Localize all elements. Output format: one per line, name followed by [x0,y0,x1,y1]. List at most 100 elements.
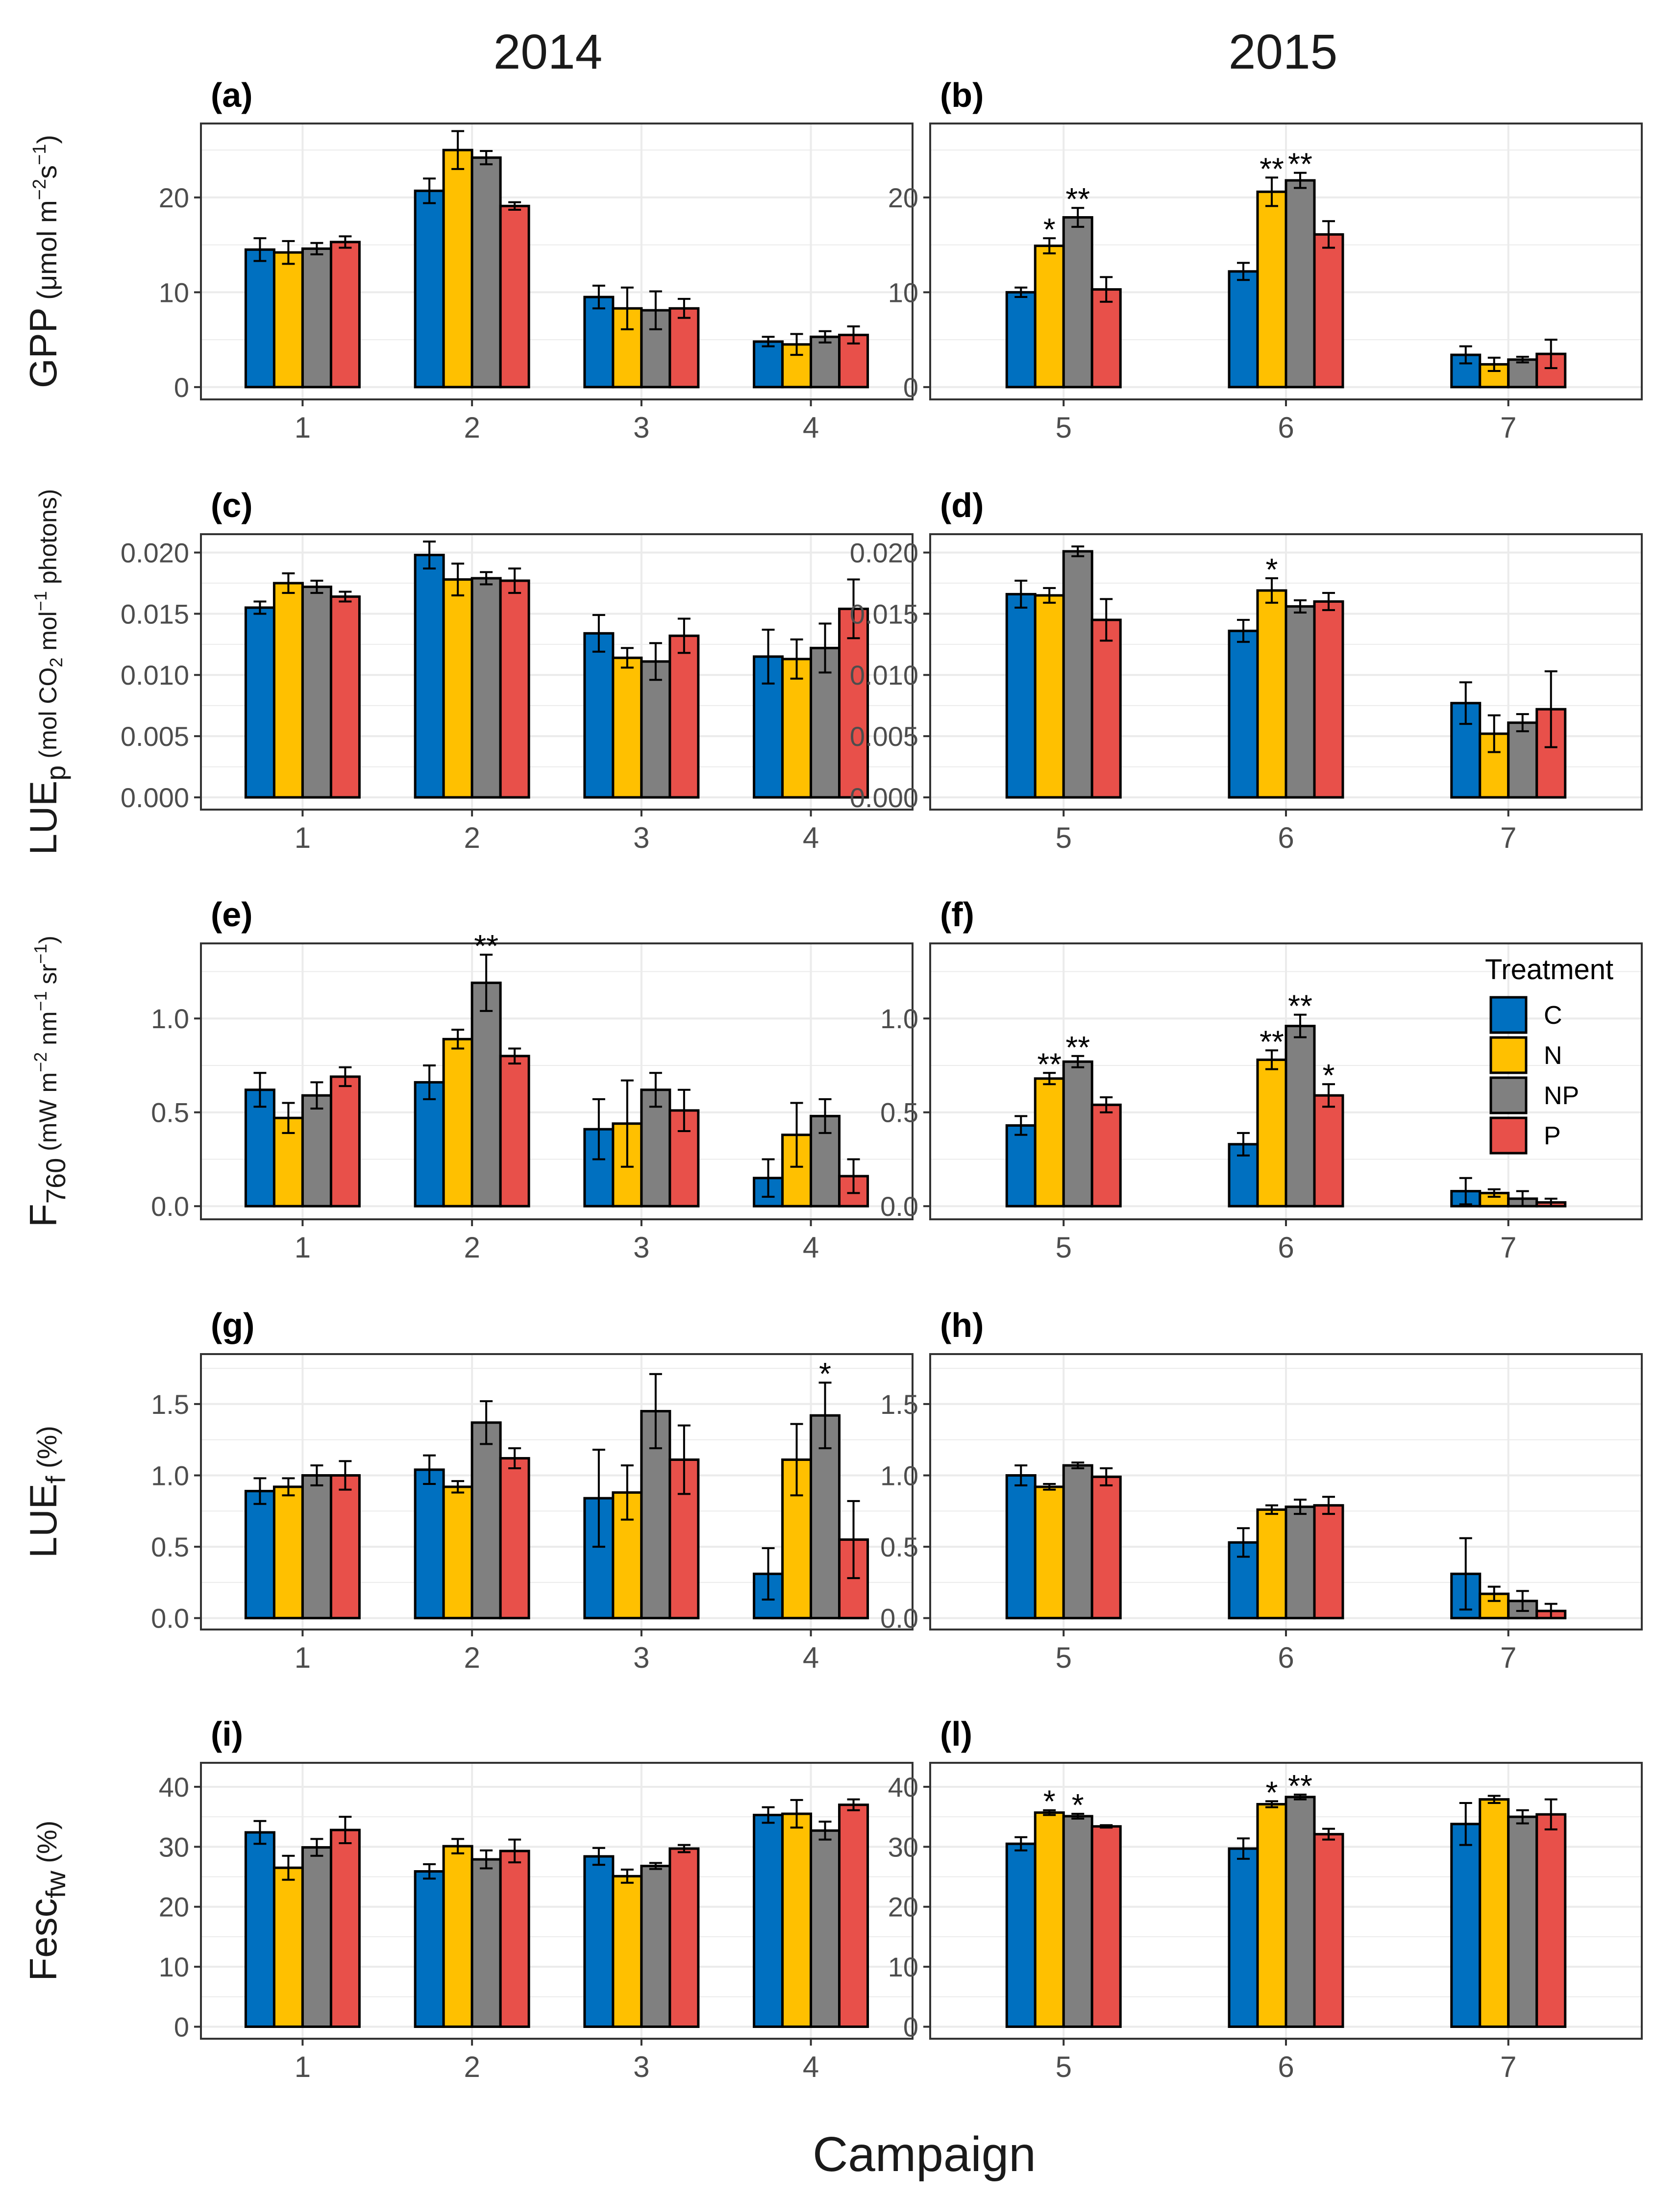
bar-a-campaign-1-NP [301,247,332,389]
panel-i-x-tick-label: 2 [464,2050,480,2083]
bar-b-campaign-5-P [1090,288,1122,389]
error-bar-l-campaign-6-C [1237,1837,1250,1860]
error-bar-g-campaign-2-NP [480,1400,493,1445]
panel-i-x-tick-label: 3 [633,2050,649,2083]
panel-h-x-tick-label: 5 [1056,1641,1072,1674]
error-bar-g-campaign-1-P [339,1460,352,1491]
bar-e-campaign-3-NP [640,1088,671,1208]
panel-b-y-tick-label: 0 [903,372,918,403]
error-bar-e-campaign-2-C [423,1064,436,1100]
significance-f-campaign-6-NP: ** [1288,988,1312,1024]
panel-d-x-tick-label: 5 [1056,821,1072,854]
bar-c-campaign-1-C [244,606,275,799]
error-bar-h-campaign-6-P [1322,1496,1335,1515]
error-bar-a-campaign-1-NP [310,242,323,255]
error-bar-b-campaign-7-C [1459,345,1472,365]
error-bar-i-campaign-4-N [790,1799,803,1829]
panel-a-y-tick-label: 10 [159,277,189,308]
panel-label-l: (l) [940,1715,972,1753]
bar-i-campaign-4-N [781,1812,813,2028]
error-bar-c-campaign-4-P [847,578,860,640]
error-bar-c-campaign-1-C [253,600,267,615]
error-bar-l-campaign-5-P [1100,1824,1113,1829]
error-bar-g-campaign-1-N [282,1477,295,1497]
panel-c-y-tick-label: 0.000 [121,782,189,813]
significance-b-campaign-6-NP: ** [1288,147,1312,182]
panel-i-y-tick-label: 30 [159,1831,189,1862]
bar-l-campaign-5-C [1005,1842,1037,2028]
error-bar-b-campaign-5-P [1100,276,1113,303]
error-bar-l-campaign-7-P [1544,1798,1557,1830]
y-axis-title-f760: F760 (mW m−2 nm−1 sr−1) [22,936,71,1227]
legend-swatch-N [1489,1036,1528,1074]
error-bar-b-campaign-5-NP [1071,207,1085,228]
panel-d-y-tick-label: 0.000 [850,782,918,813]
error-bar-e-campaign-4-NP [818,1098,832,1134]
panel-a-x-tick-label: 3 [633,411,649,444]
error-bar-f-campaign-7-N [1487,1188,1501,1198]
bar-c-campaign-4-N [781,658,813,799]
bar-h-campaign-6-NP [1285,1506,1316,1620]
panel-d-y-tick-label: 0.020 [850,537,918,568]
error-bar-h-campaign-5-N [1043,1482,1056,1491]
bar-l-campaign-7-NP [1507,1815,1538,2028]
bar-l-campaign-6-P [1313,1833,1344,2028]
error-bar-g-campaign-3-P [677,1424,691,1495]
error-bar-c-campaign-3-NP [649,642,662,681]
error-bar-e-campaign-3-NP [649,1072,662,1108]
panel-b-y-tick-label: 20 [888,182,918,213]
panel-i-y-tick-label: 0 [174,2012,189,2043]
panel-f-x-tick-label: 6 [1278,1231,1294,1264]
bar-e-campaign-2-C [414,1081,445,1208]
bar-f-campaign-6-NP [1285,1025,1316,1208]
error-bar-a-campaign-3-N [620,286,634,330]
error-bar-c-campaign-2-NP [480,571,493,586]
panel-e-x-tick-label: 1 [295,1231,311,1264]
bar-g-campaign-2-N [442,1485,473,1620]
significance-f-campaign-6-P: * [1323,1058,1335,1093]
bar-h-campaign-5-N [1034,1485,1065,1620]
bar-d-campaign-6-C [1228,629,1259,799]
panel-g-y-tick-label: 0.0 [151,1603,189,1634]
error-bar-h-campaign-5-C [1014,1464,1028,1486]
bar-g-campaign-1-P [329,1474,361,1620]
bar-i-campaign-2-NP [470,1858,502,2028]
bar-a-campaign-1-P [329,241,361,389]
bar-d-campaign-5-C [1005,593,1037,799]
error-bar-b-campaign-7-P [1544,339,1557,370]
error-bar-c-campaign-3-P [677,617,691,654]
panel-b-x-tick-label: 7 [1500,411,1516,444]
panel-label-f: (f) [940,895,974,934]
bar-d-campaign-6-N [1256,589,1287,799]
panel-c-x-tick-label: 2 [464,821,480,854]
bar-g-campaign-1-NP [301,1474,332,1620]
error-bar-f-campaign-5-NP [1071,1055,1085,1068]
panel-e-y-tick-label: 1.0 [151,1003,189,1034]
bar-l-campaign-7-N [1479,1798,1510,2028]
significance-f-campaign-5-N: ** [1037,1046,1062,1082]
panel-d-y-tick-label: 0.010 [850,660,918,691]
error-bar-h-campaign-6-NP [1294,1499,1307,1515]
panel-d-x-tick-label: 7 [1500,821,1516,854]
panel-l-y-tick-label: 10 [888,1951,918,1982]
error-bar-g-campaign-2-P [508,1447,521,1469]
error-bar-e-campaign-4-C [762,1158,775,1198]
error-bar-a-campaign-1-N [282,240,295,265]
error-bar-b-campaign-5-C [1014,286,1028,298]
error-bar-i-campaign-1-N [282,1854,295,1881]
panel-b-y-tick-label: 10 [888,277,918,308]
panel-d-y-tick-label: 0.015 [850,598,918,629]
panel-l-x-tick-label: 7 [1500,2050,1516,2083]
error-bar-i-campaign-3-C [592,1847,605,1866]
error-bar-i-campaign-2-NP [480,1849,493,1870]
panel-e-x-tick-label: 3 [633,1231,649,1264]
panel-a-x-tick-label: 4 [803,411,819,444]
legend-title: Treatment [1485,954,1613,986]
error-bar-g-campaign-4-NP [818,1382,832,1450]
error-bar-h-campaign-7-C [1459,1537,1472,1611]
error-bar-a-campaign-4-N [790,333,803,356]
bar-a-campaign-1-C [244,248,275,389]
error-bar-f-campaign-6-C [1237,1132,1250,1157]
panel-i-x-tick-label: 1 [295,2050,311,2083]
